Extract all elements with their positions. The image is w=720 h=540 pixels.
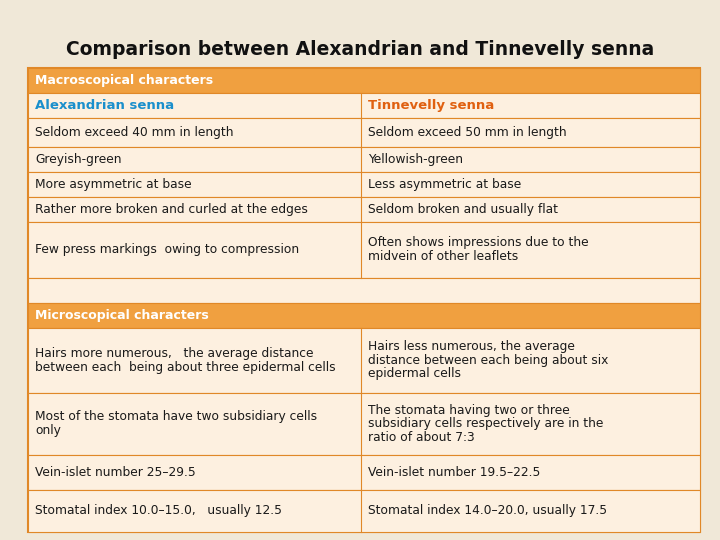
Bar bbox=[28, 328, 700, 393]
Bar bbox=[28, 68, 700, 532]
Text: Tinnevelly senna: Tinnevelly senna bbox=[368, 99, 494, 112]
Bar bbox=[28, 455, 700, 490]
Text: Stomatal index 10.0–15.0,   usually 12.5: Stomatal index 10.0–15.0, usually 12.5 bbox=[35, 504, 282, 517]
Text: Rather more broken and curled at the edges: Rather more broken and curled at the edg… bbox=[35, 202, 308, 215]
Bar bbox=[28, 172, 700, 197]
Text: Seldom exceed 40 mm in length: Seldom exceed 40 mm in length bbox=[35, 126, 233, 139]
Text: Most of the stomata have two subsidiary cells: Most of the stomata have two subsidiary … bbox=[35, 410, 317, 423]
Text: Often shows impressions due to the: Often shows impressions due to the bbox=[368, 237, 588, 249]
Text: Hairs less numerous, the average: Hairs less numerous, the average bbox=[368, 340, 575, 353]
Text: Vein-islet number 25–29.5: Vein-islet number 25–29.5 bbox=[35, 465, 196, 478]
Text: Greyish-green: Greyish-green bbox=[35, 153, 122, 166]
Text: Microscopical characters: Microscopical characters bbox=[35, 309, 209, 322]
Text: Stomatal index 14.0–20.0, usually 17.5: Stomatal index 14.0–20.0, usually 17.5 bbox=[368, 504, 607, 517]
Text: Seldom exceed 50 mm in length: Seldom exceed 50 mm in length bbox=[368, 126, 566, 139]
Bar bbox=[28, 147, 700, 172]
Text: epidermal cells: epidermal cells bbox=[368, 367, 461, 380]
Text: midvein of other leaflets: midvein of other leaflets bbox=[368, 250, 518, 263]
Bar bbox=[28, 118, 700, 147]
Text: subsidiary cells respectively are in the: subsidiary cells respectively are in the bbox=[368, 417, 603, 430]
Text: ratio of about 7:3: ratio of about 7:3 bbox=[368, 431, 474, 444]
Text: Seldom broken and usually flat: Seldom broken and usually flat bbox=[368, 202, 557, 215]
Text: only: only bbox=[35, 424, 61, 437]
Bar bbox=[28, 68, 700, 93]
Text: Comparison between Alexandrian and Tinnevelly senna: Comparison between Alexandrian and Tinne… bbox=[66, 40, 654, 59]
Bar bbox=[28, 490, 700, 532]
Text: Few press markings  owing to compression: Few press markings owing to compression bbox=[35, 243, 299, 256]
Text: Less asymmetric at base: Less asymmetric at base bbox=[368, 178, 521, 191]
Text: distance between each being about six: distance between each being about six bbox=[368, 354, 608, 367]
Bar bbox=[28, 222, 700, 278]
Bar bbox=[28, 197, 700, 222]
Bar bbox=[28, 93, 700, 118]
Text: More asymmetric at base: More asymmetric at base bbox=[35, 178, 192, 191]
Bar bbox=[28, 303, 700, 328]
Text: Macroscopical characters: Macroscopical characters bbox=[35, 74, 213, 87]
Text: Vein-islet number 19.5–22.5: Vein-islet number 19.5–22.5 bbox=[368, 465, 540, 478]
Text: The stomata having two or three: The stomata having two or three bbox=[368, 403, 570, 416]
Text: Yellowish-green: Yellowish-green bbox=[368, 153, 463, 166]
Text: Hairs more numerous,   the average distance: Hairs more numerous, the average distanc… bbox=[35, 347, 313, 360]
Bar bbox=[28, 393, 700, 455]
Text: Alexandrian senna: Alexandrian senna bbox=[35, 99, 174, 112]
Bar bbox=[28, 278, 700, 303]
Text: between each  being about three epidermal cells: between each being about three epidermal… bbox=[35, 361, 336, 374]
